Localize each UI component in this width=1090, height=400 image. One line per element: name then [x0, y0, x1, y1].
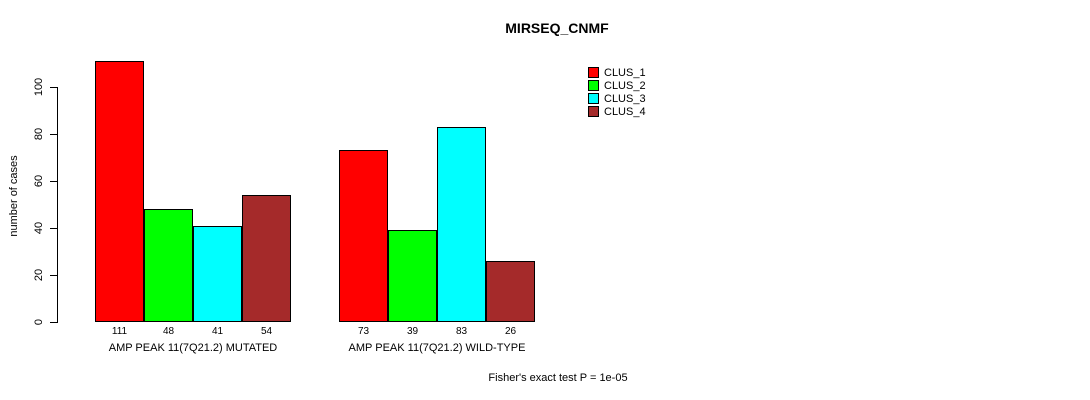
group-label-1: AMP PEAK 11(7Q21.2) MUTATED [108, 342, 278, 354]
chart-title: MIRSEQ_CNMF [505, 20, 609, 36]
legend-row-clus_2: CLUS_2 [588, 79, 646, 92]
y-axis-label: number of cases [8, 155, 20, 237]
bar-value-label: 48 [162, 326, 175, 337]
legend-swatch-clus_1 [588, 67, 599, 78]
y-tick-label-0: 0 [33, 318, 45, 326]
legend-swatch-clus_3 [588, 93, 599, 104]
bar-value-label: 111 [111, 326, 128, 337]
group-label-2: AMP PEAK 11(7Q21.2) WILD-TYPE [348, 342, 526, 354]
y-tick-mark-80 [50, 134, 57, 135]
y-tick-mark-20 [50, 275, 57, 276]
bar-clus_4-group1 [242, 195, 291, 322]
y-axis-line [57, 87, 58, 323]
bar-value-label: 83 [455, 326, 468, 337]
bar-clus_1-group1 [95, 61, 144, 322]
bar-clus_2-group2 [388, 230, 437, 322]
y-tick-mark-0 [50, 322, 57, 323]
y-tick-mark-40 [50, 228, 57, 229]
bar-clus_3-group2 [437, 127, 486, 322]
bar-value-label: 54 [260, 326, 273, 337]
legend-label-clus_4: CLUS_4 [604, 105, 646, 118]
legend-label-clus_2: CLUS_2 [604, 79, 646, 92]
legend-label-clus_1: CLUS_1 [604, 66, 646, 79]
y-tick-label-20: 20 [33, 268, 45, 282]
legend-swatch-clus_4 [588, 106, 599, 117]
y-tick-mark-60 [50, 181, 57, 182]
y-tick-label-80: 80 [33, 127, 45, 141]
bar-value-label: 41 [211, 326, 224, 337]
legend-label-clus_3: CLUS_3 [604, 92, 646, 105]
legend-swatch-clus_2 [588, 80, 599, 91]
bar-clus_2-group1 [144, 209, 193, 322]
bar-clus_1-group2 [339, 150, 388, 322]
legend-row-clus_3: CLUS_3 [588, 92, 646, 105]
legend-row-clus_4: CLUS_4 [588, 105, 646, 118]
footnote: Fisher's exact test P = 1e-05 [488, 372, 628, 384]
y-tick-label-40: 40 [33, 221, 45, 235]
bar-value-label: 73 [357, 326, 370, 337]
y-tick-label-100: 100 [33, 77, 45, 97]
legend-row-clus_1: CLUS_1 [588, 66, 646, 79]
bar-clus_4-group2 [486, 261, 535, 322]
bar-value-label: 39 [406, 326, 419, 337]
y-tick-label-60: 60 [33, 174, 45, 188]
y-tick-mark-100 [50, 87, 57, 88]
legend: CLUS_1 CLUS_2 CLUS_3 CLUS_4 [588, 66, 646, 118]
bar-value-label: 26 [504, 326, 517, 337]
bar-clus_3-group1 [193, 226, 242, 322]
